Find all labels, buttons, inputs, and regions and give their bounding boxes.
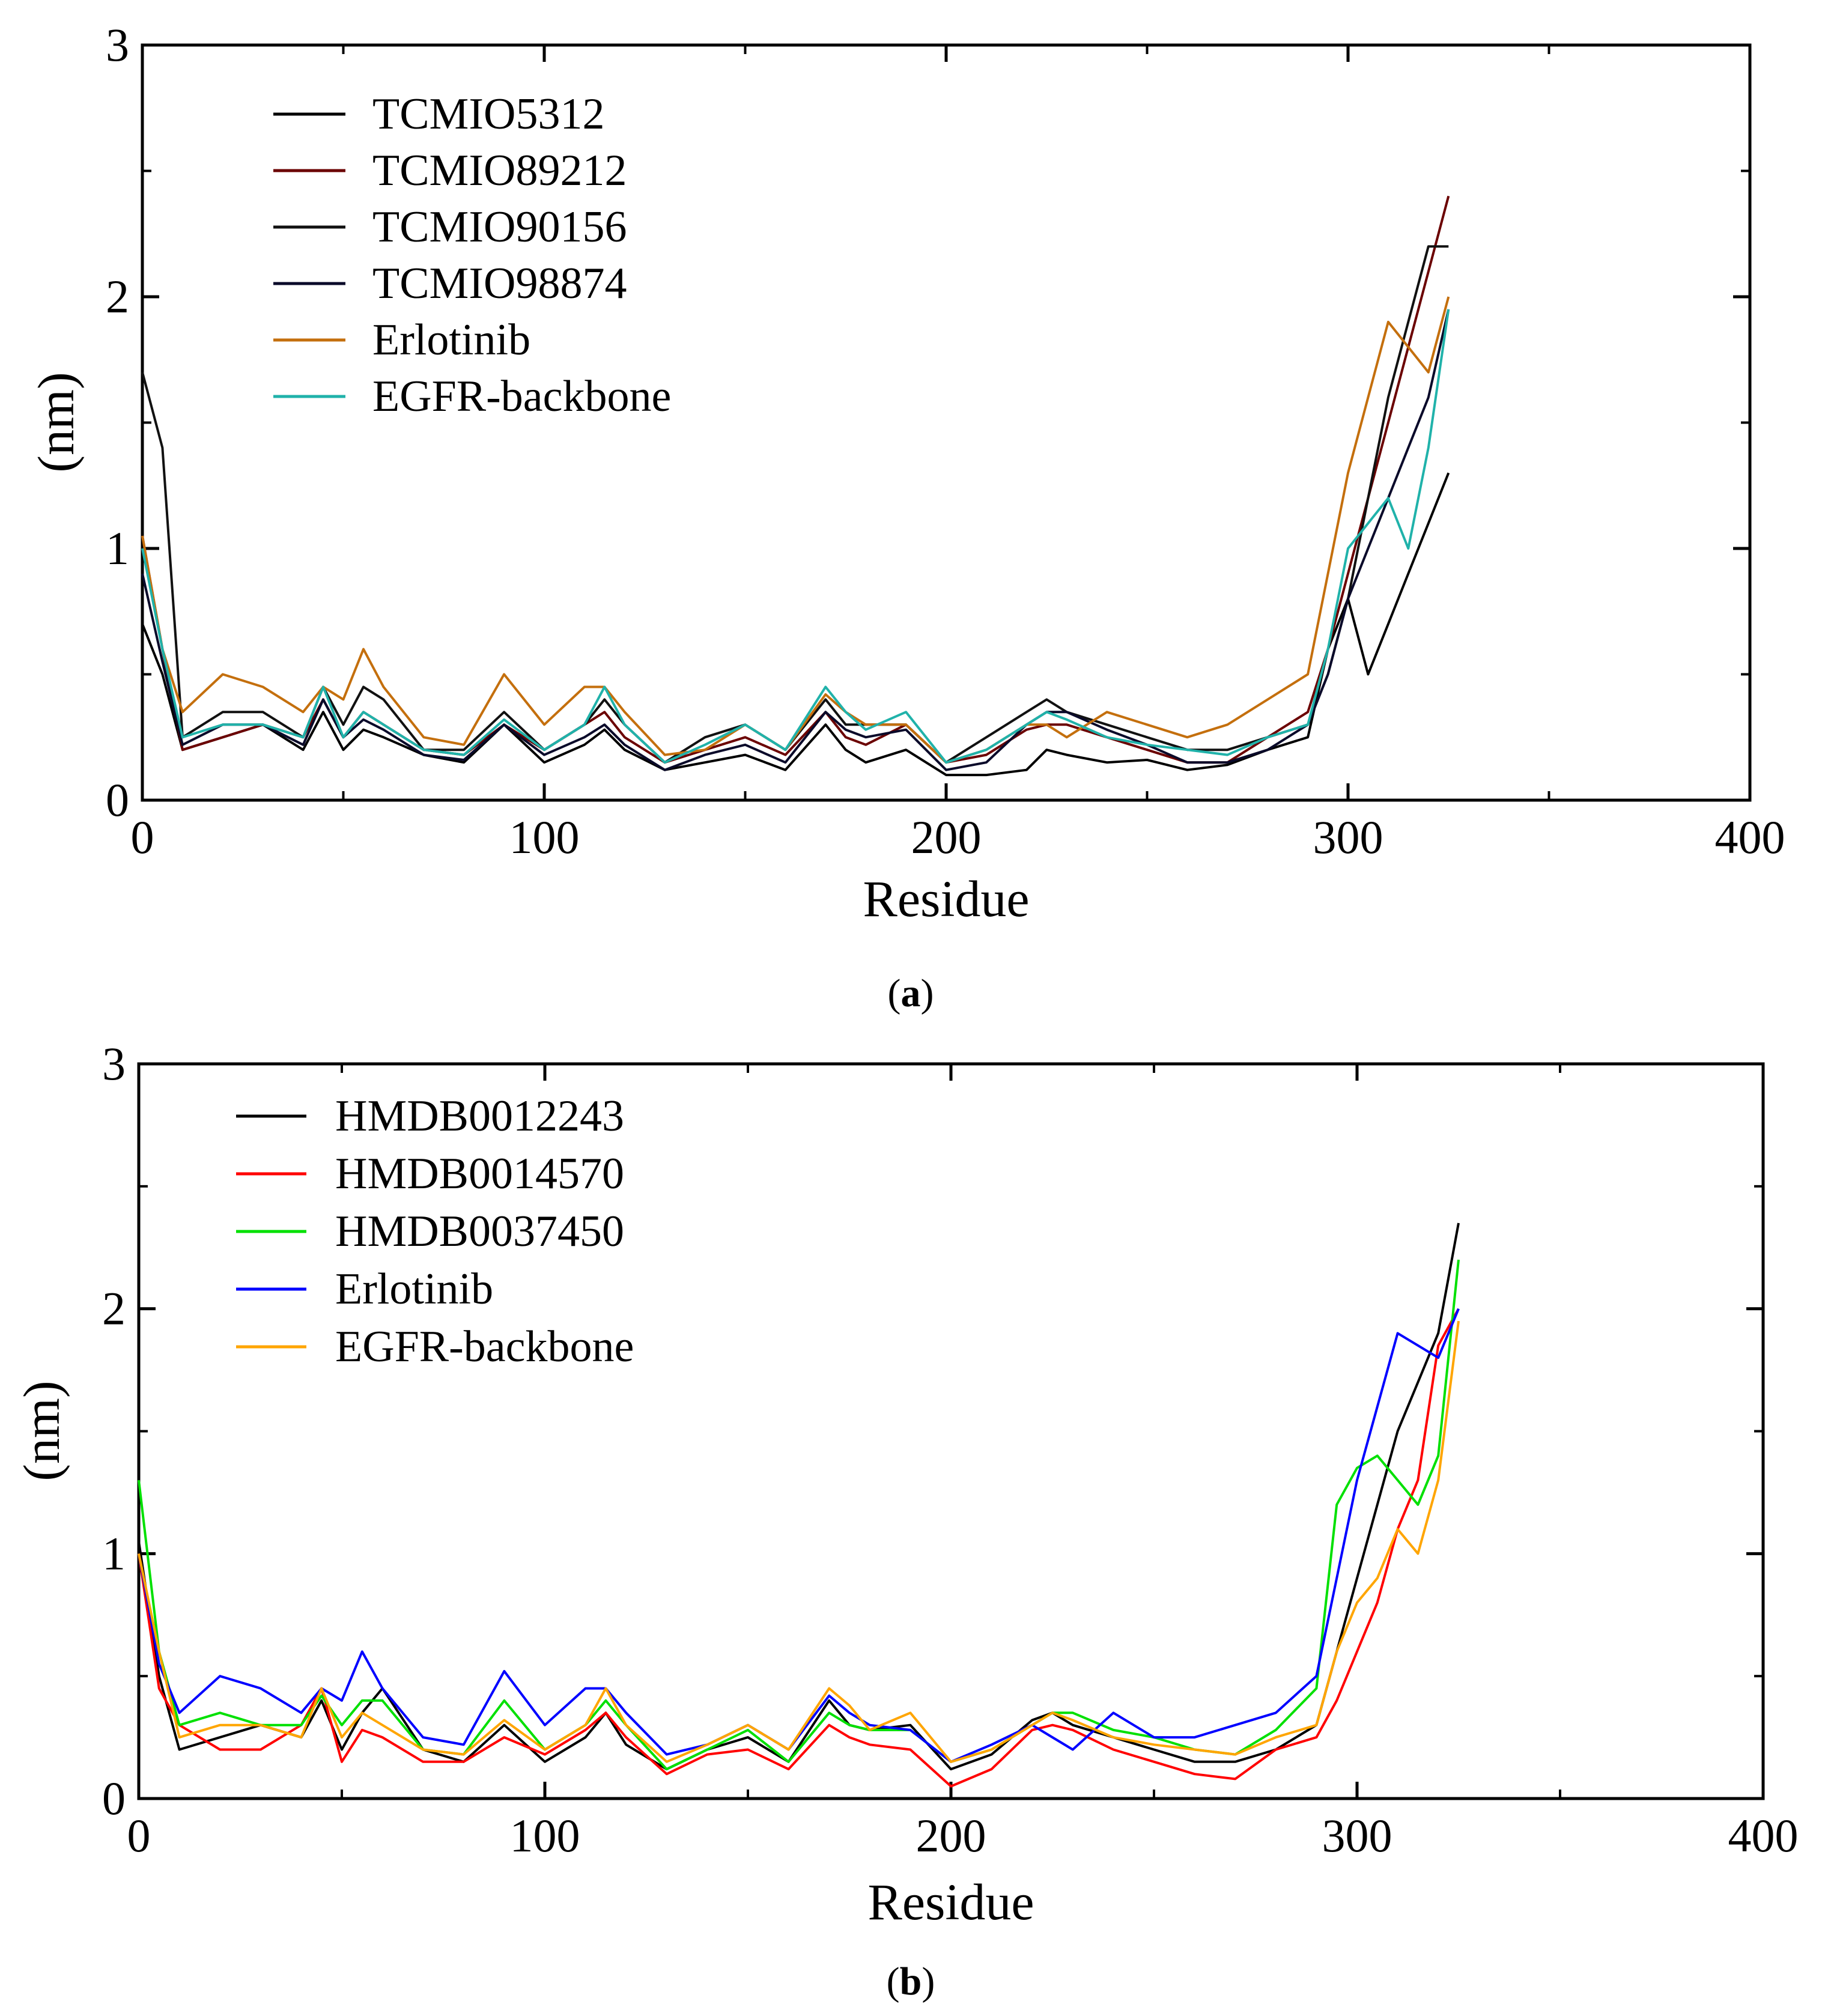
series-line-b-egfr-backbone (138, 1320, 1460, 1763)
y-tick-label: 0 (102, 1772, 126, 1824)
x-tick-label: 200 (911, 811, 982, 863)
x-axis-title-b: Residue (867, 1873, 1034, 1931)
x-tick-label: 0 (127, 1809, 151, 1862)
x-tick-label: 400 (1715, 811, 1785, 863)
legend-label-erlotinib: Erlotinib (335, 1265, 493, 1314)
y-axis-title-a: (nm) (27, 372, 85, 472)
x-tick-label: 300 (1322, 1809, 1392, 1862)
series-line-a-erlotinib (141, 296, 1450, 764)
legend-label-tcmio5312: TCMIO5312 (372, 90, 604, 139)
series-lines-b (138, 1222, 1460, 1788)
y-axis-title-b: (nm) (13, 1380, 70, 1481)
legend-label-egfr-backbone: EGFR-backbone (335, 1322, 634, 1371)
x-tick-label: 200 (916, 1809, 986, 1862)
legend-label-tcmio89212: TCMIO89212 (372, 146, 627, 195)
legend-a: TCMIO5312 TCMIO89212 TCMIO90156 TCMIO98874 E… (273, 90, 671, 421)
series-line-a-tcmio89212 (141, 195, 1450, 764)
legend-b: HMDB0012243 HMDB0014570 HMDB0037450 Erlotin… (236, 1091, 634, 1371)
x-axis-title-a: Residue (863, 870, 1029, 928)
x-tick-label: 100 (509, 811, 580, 863)
panel-label-a: a (901, 971, 921, 1015)
legend-label-hmdb0014570: HMDB0014570 (335, 1149, 624, 1198)
x-tick-label: 400 (1728, 1809, 1799, 1862)
y-tick-label: 0 (106, 774, 129, 826)
x-tick-label: 100 (510, 1809, 580, 1862)
panel-label-b: b (900, 1960, 922, 2003)
series-line-b-hmdb0014570 (138, 1308, 1460, 1788)
legend-label-erlotinib: Erlotinib (372, 315, 530, 365)
legend-label-hmdb0037450: HMDB0037450 (335, 1207, 624, 1256)
axis-ticks-a: 0 100 200 300 400 0 1 2 3 (106, 19, 1785, 863)
series-line-a-tcmio5312 (141, 472, 1450, 777)
y-tick-label: 3 (102, 1037, 126, 1090)
legend-label-hmdb0012243: HMDB0012243 (335, 1091, 624, 1141)
series-line-a-tcmio98874 (141, 309, 1450, 771)
panel-caption-a: (a) (888, 971, 934, 1015)
panel-caption-b: (b) (887, 1960, 935, 2003)
y-tick-label: 3 (106, 19, 129, 71)
series-line-a-egfr-backbone (141, 309, 1450, 764)
series-line-a-tcmio90156 (141, 245, 1449, 764)
y-tick-label: 2 (106, 270, 129, 323)
x-tick-label: 0 (131, 811, 154, 863)
legend-label-egfr-backbone: EGFR-backbone (372, 372, 671, 421)
axis-ticks-b: 0 100 200 300 400 0 1 2 3 (102, 1037, 1799, 1862)
y-tick-label: 2 (102, 1283, 126, 1335)
chart-panel-b: 0 100 200 300 400 0 1 2 3 HMDB0012243 HMDB0014570… (13, 1037, 1799, 2003)
series-line-b-erlotinib (138, 1308, 1460, 1763)
series-line-b-hmdb0037450 (138, 1259, 1460, 1771)
y-tick-label: 1 (106, 522, 129, 574)
x-tick-label: 300 (1313, 811, 1383, 863)
series-lines-a (141, 195, 1450, 777)
y-tick-label: 1 (102, 1527, 126, 1579)
legend-label-tcmio90156: TCMIO90156 (372, 202, 627, 252)
legend-label-tcmio98874: TCMIO98874 (372, 259, 627, 308)
